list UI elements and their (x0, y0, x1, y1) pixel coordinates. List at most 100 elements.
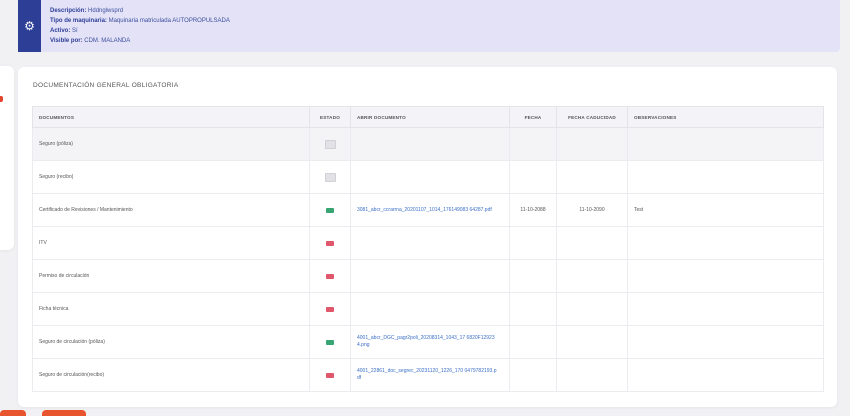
status-missing-icon[interactable] (326, 240, 334, 246)
info-colon: : (80, 38, 85, 44)
date-cell (509, 226, 557, 260)
document-name-cell: Ficha técnica (32, 292, 310, 326)
status-missing-icon[interactable] (326, 273, 334, 279)
info-active: Activo: Sí (50, 26, 230, 36)
open-document-cell (350, 127, 510, 161)
col-observaciones: OBSERVACIONES (627, 106, 824, 128)
observations-cell: Test (627, 193, 824, 227)
side-panel (0, 66, 14, 250)
info-label: Visible por (50, 38, 81, 44)
document-name-cell: Seguro de circulación(recibo) (32, 358, 310, 392)
machine-info-card: ⚙ Descripción: Hddnglwsprd Tipo de maqui… (18, 0, 840, 52)
expiry-date-cell (556, 226, 628, 260)
table-row: ITV (32, 226, 824, 260)
info-colon: : (104, 18, 109, 24)
side-panel-marker (0, 96, 3, 102)
table-header-row: DOCUMENTOS ESTADO ABRIR DOCUMENTO FECHA … (32, 106, 824, 128)
date-cell (509, 127, 557, 161)
info-value: Hddnglwsprd (88, 8, 124, 14)
info-visible-by: Visible por: CDM. MALANDA (50, 36, 230, 46)
info-label: Activo (50, 28, 69, 34)
status-cell (309, 160, 351, 194)
col-documentos: DOCUMENTOS (32, 106, 310, 128)
info-description: Descripción: Hddnglwsprd (50, 6, 230, 16)
date-cell (509, 325, 557, 359)
open-document-cell (350, 292, 510, 326)
document-name-cell: Permiso de circulación (32, 259, 310, 293)
expiry-date-cell: 11-10-2090 (556, 193, 628, 227)
date-cell (509, 292, 557, 326)
document-name-cell: Seguro (póliza) (32, 127, 310, 161)
status-cell (309, 226, 351, 260)
open-document-cell (350, 160, 510, 194)
table-row: Permiso de circulación (32, 259, 824, 293)
section-title: DOCUMENTACIÓN GENERAL OBLIGATORIA (33, 82, 179, 89)
expiry-date-cell (556, 160, 628, 194)
observations-cell (627, 259, 824, 293)
expiry-date-cell (556, 127, 628, 161)
table-row: Seguro (póliza) (32, 127, 824, 161)
bottom-button-left[interactable] (0, 410, 26, 416)
expiry-date-cell (556, 358, 628, 392)
status-pending-icon[interactable] (324, 139, 336, 149)
document-name-cell: ITV (32, 226, 310, 260)
status-ok-icon[interactable] (326, 339, 334, 345)
observations-cell (627, 325, 824, 359)
status-missing-icon[interactable] (326, 306, 334, 312)
observations-cell (627, 127, 824, 161)
col-abrir-documento: ABRIR DOCUMENTO (350, 106, 510, 128)
col-fecha-caducidad: FECHA CADUCIDAD (556, 106, 628, 128)
date-cell (509, 358, 557, 392)
info-machinery-type: Tipo de maquinaria: Maquinaria matricula… (50, 16, 230, 26)
info-value: Maquinaria matriculada AUTOPROPULSADA (108, 18, 230, 24)
table-row: Certificado de Revisiones / Mantenimient… (32, 193, 824, 227)
table-row: Seguro de circulación (póliza) 4001_abcr_… (32, 325, 824, 359)
observations-cell (627, 160, 824, 194)
open-document-cell: 4001_abcr_DGC_pagr2poli_20208314_1043_17… (350, 325, 510, 359)
status-cell (309, 127, 351, 161)
status-cell (309, 358, 351, 392)
observations-cell (627, 358, 824, 392)
document-link[interactable]: 4001_abcr_DGC_pagr2poli_20208314_1043_17… (357, 335, 495, 348)
info-strip: ⚙ (18, 0, 41, 52)
expiry-date-cell (556, 325, 628, 359)
document-link[interactable]: 3081_abcr_ccrarrna_20201107_1014_1761490… (357, 206, 492, 213)
open-document-cell: 4001_22861_doc_segrec_20231120_1226_170 … (350, 358, 510, 392)
expiry-date-cell (556, 259, 628, 293)
table-row: Seguro de circulación(recibo) 4001_22861_… (32, 358, 824, 392)
info-lines: Descripción: Hddnglwsprd Tipo de maquina… (50, 6, 230, 46)
info-colon: : (68, 28, 73, 34)
open-document-cell: 3081_abcr_ccrarrna_20201107_1014_1761490… (350, 193, 510, 227)
document-name-cell: Seguro de circulación (póliza) (32, 325, 310, 359)
info-label: Tipo de maquinaria (50, 18, 105, 24)
expiry-date-cell (556, 292, 628, 326)
date-cell (509, 160, 557, 194)
info-value: Sí (72, 28, 78, 34)
status-missing-icon[interactable] (326, 372, 334, 378)
status-cell (309, 325, 351, 359)
info-colon: : (84, 8, 89, 14)
bottom-button-right[interactable] (42, 410, 86, 416)
status-pending-icon[interactable] (324, 172, 336, 182)
open-document-cell (350, 259, 510, 293)
document-link[interactable]: 4001_22861_doc_segrec_20231120_1226_170 … (357, 368, 497, 381)
open-document-cell (350, 226, 510, 260)
status-cell (309, 259, 351, 293)
status-cell (309, 292, 351, 326)
col-estado: ESTADO (309, 106, 351, 128)
col-fecha: FECHA (509, 106, 557, 128)
documentation-card: DOCUMENTACIÓN GENERAL OBLIGATORIA DOCUME… (18, 67, 837, 407)
observations-cell (627, 226, 824, 260)
observations-cell (627, 292, 824, 326)
documents-table: DOCUMENTOS ESTADO ABRIR DOCUMENTO FECHA … (32, 106, 824, 392)
info-value: CDM. MALANDA (84, 38, 131, 44)
document-name-cell: Seguro (recibo) (32, 160, 310, 194)
status-ok-icon[interactable] (326, 207, 334, 213)
gear-icon[interactable]: ⚙ (24, 19, 35, 33)
status-cell (309, 193, 351, 227)
document-name-cell: Certificado de Revisiones / Mantenimient… (32, 193, 310, 227)
table-row: Ficha técnica (32, 292, 824, 326)
table-row: Seguro (recibo) (32, 160, 824, 194)
date-cell: 11-10-2088 (509, 193, 557, 227)
date-cell (509, 259, 557, 293)
